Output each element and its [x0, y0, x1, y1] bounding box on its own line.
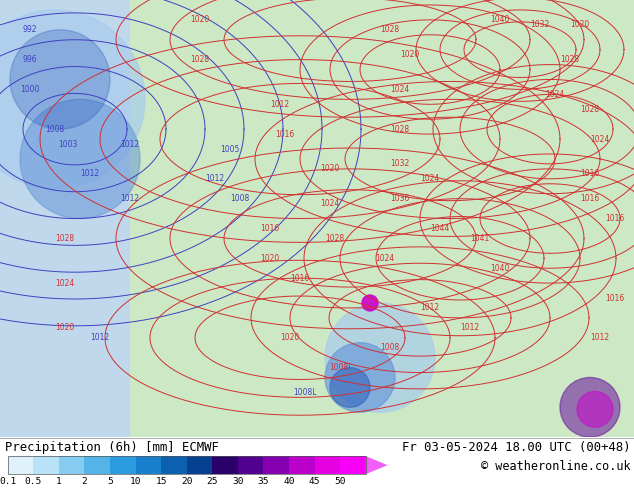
Text: 1032: 1032	[531, 20, 550, 29]
Bar	[136, 456, 161, 474]
Text: 25: 25	[207, 477, 218, 486]
Text: 1012: 1012	[120, 140, 139, 148]
Text: 1003: 1003	[58, 140, 78, 148]
Text: 1036: 1036	[391, 194, 410, 203]
Circle shape	[577, 392, 613, 427]
Text: 10: 10	[130, 477, 141, 486]
Bar	[289, 456, 314, 474]
Text: 1016: 1016	[580, 194, 600, 203]
Text: 1020: 1020	[190, 15, 210, 24]
Circle shape	[10, 30, 110, 129]
Text: 1028: 1028	[380, 25, 399, 34]
Text: 1040: 1040	[490, 15, 510, 24]
Text: 1016: 1016	[605, 294, 624, 302]
Text: 1012: 1012	[91, 333, 110, 342]
Text: 1012: 1012	[81, 170, 100, 178]
Text: 1012: 1012	[120, 194, 139, 203]
Text: 1000: 1000	[20, 85, 40, 94]
Text: 1016: 1016	[275, 129, 295, 139]
Text: 1: 1	[56, 477, 61, 486]
Text: 1020: 1020	[571, 20, 590, 29]
Text: 1005: 1005	[220, 145, 240, 153]
Text: 1020: 1020	[280, 333, 300, 342]
Text: 1008l: 1008l	[329, 363, 351, 372]
Text: 1020: 1020	[55, 323, 75, 332]
Polygon shape	[130, 0, 634, 437]
Text: 1008: 1008	[46, 124, 65, 134]
Text: 1012: 1012	[205, 174, 224, 183]
Text: 1028: 1028	[55, 234, 75, 243]
Bar	[340, 456, 366, 474]
Text: 1024: 1024	[391, 85, 410, 94]
Text: 1016: 1016	[605, 214, 624, 223]
Text: 1008: 1008	[230, 194, 250, 203]
Text: 1012: 1012	[590, 333, 609, 342]
Circle shape	[0, 10, 145, 189]
Bar	[59, 456, 84, 474]
Text: 0.1: 0.1	[0, 477, 16, 486]
Text: 1028: 1028	[581, 105, 600, 114]
Text: 1024: 1024	[420, 174, 439, 183]
Text: Precipitation (6h) [mm] ECMWF: Precipitation (6h) [mm] ECMWF	[5, 441, 219, 454]
Text: 1012: 1012	[271, 100, 290, 109]
Text: 1024: 1024	[55, 279, 75, 288]
Circle shape	[20, 99, 140, 219]
Circle shape	[560, 377, 620, 437]
Text: 1016: 1016	[261, 224, 280, 233]
Text: 1024: 1024	[320, 199, 340, 208]
Text: 1012: 1012	[420, 303, 439, 313]
Text: 1024: 1024	[375, 254, 394, 263]
Text: 1028: 1028	[560, 55, 579, 64]
Circle shape	[362, 295, 378, 311]
Text: 1032: 1032	[391, 159, 410, 169]
Text: 992: 992	[23, 25, 37, 34]
Text: 2: 2	[82, 477, 87, 486]
Text: 1041: 1041	[470, 234, 489, 243]
Circle shape	[325, 343, 395, 412]
Bar	[8, 456, 33, 474]
Text: 1016: 1016	[580, 170, 600, 178]
Text: 1016: 1016	[290, 273, 309, 283]
Text: 1008: 1008	[380, 343, 399, 352]
Text: 1008L: 1008L	[294, 388, 317, 397]
Text: 1020: 1020	[401, 50, 420, 59]
Bar	[84, 456, 110, 474]
Text: 1044: 1044	[430, 224, 450, 233]
Text: Fr 03-05-2024 18.00 UTC (00+48): Fr 03-05-2024 18.00 UTC (00+48)	[402, 441, 631, 454]
Text: 996: 996	[23, 55, 37, 64]
Bar	[238, 456, 264, 474]
Text: 0.5: 0.5	[25, 477, 42, 486]
Text: 1024: 1024	[545, 90, 565, 99]
Text: 1028: 1028	[190, 55, 210, 64]
Text: 30: 30	[232, 477, 243, 486]
Bar	[264, 456, 289, 474]
Text: © weatheronline.co.uk: © weatheronline.co.uk	[481, 460, 631, 473]
Text: 1020: 1020	[320, 164, 340, 173]
Text: 40: 40	[283, 477, 295, 486]
Text: 15: 15	[155, 477, 167, 486]
Text: 1020: 1020	[261, 254, 280, 263]
Polygon shape	[366, 456, 387, 474]
Text: 1028: 1028	[391, 124, 410, 134]
Text: 35: 35	[258, 477, 269, 486]
Text: 1040: 1040	[490, 264, 510, 273]
Text: 1012: 1012	[460, 323, 479, 332]
Text: 45: 45	[309, 477, 320, 486]
Text: 20: 20	[181, 477, 193, 486]
Text: 5: 5	[107, 477, 113, 486]
Circle shape	[325, 303, 435, 412]
Bar	[186, 456, 212, 474]
Circle shape	[330, 368, 370, 407]
Bar	[0, 0, 130, 437]
Text: 50: 50	[335, 477, 346, 486]
Text: 1028: 1028	[325, 234, 344, 243]
Bar	[212, 456, 238, 474]
Bar	[33, 456, 59, 474]
Bar	[314, 456, 340, 474]
Bar	[110, 456, 136, 474]
Bar	[161, 456, 186, 474]
Text: 1024: 1024	[590, 135, 610, 144]
Bar	[8, 456, 366, 474]
